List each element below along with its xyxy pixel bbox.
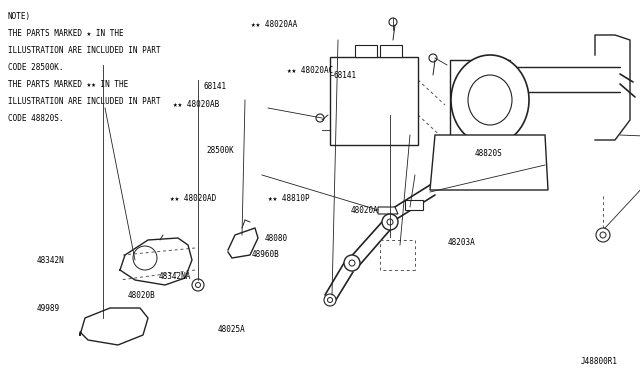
Polygon shape	[378, 207, 398, 214]
Text: 48960B: 48960B	[252, 250, 279, 259]
Text: 28500K: 28500K	[206, 146, 234, 155]
Text: CODE 48820S.: CODE 48820S.	[8, 114, 63, 123]
Text: 48342NA: 48342NA	[159, 272, 191, 281]
Polygon shape	[80, 308, 148, 345]
Bar	[380, 45, 402, 57]
Text: ILLUSTRATION ARE INCLUDED IN PART: ILLUSTRATION ARE INCLUDED IN PART	[8, 97, 161, 106]
Text: 68141: 68141	[333, 71, 356, 80]
Text: THE PARTS MARKED ★ IN THE: THE PARTS MARKED ★ IN THE	[8, 29, 124, 38]
Circle shape	[192, 279, 204, 291]
Bar	[330, 57, 418, 145]
Text: ★★ 48020AA: ★★ 48020AA	[251, 20, 297, 29]
Text: ★★ 48020AB: ★★ 48020AB	[173, 100, 219, 109]
Text: 48342N: 48342N	[36, 256, 64, 265]
Text: ILLUSTRATION ARE INCLUDED IN PART: ILLUSTRATION ARE INCLUDED IN PART	[8, 46, 161, 55]
Bar	[405, 200, 423, 210]
Text: 48820S: 48820S	[475, 149, 502, 158]
Circle shape	[387, 219, 393, 225]
Ellipse shape	[451, 55, 529, 145]
Polygon shape	[430, 135, 548, 190]
Text: 48020B: 48020B	[128, 291, 156, 300]
Circle shape	[195, 282, 200, 288]
Text: 49989: 49989	[36, 304, 60, 313]
Circle shape	[324, 294, 336, 306]
Text: ★★ 48810P: ★★ 48810P	[268, 194, 309, 203]
Bar	[355, 45, 377, 57]
Text: 48025A: 48025A	[218, 325, 245, 334]
Text: 48020A: 48020A	[351, 206, 378, 215]
Ellipse shape	[468, 75, 512, 125]
Circle shape	[328, 298, 333, 302]
Text: 68141: 68141	[204, 82, 227, 91]
Circle shape	[596, 228, 610, 242]
Text: J48800R1: J48800R1	[580, 357, 618, 366]
Text: NOTE): NOTE)	[8, 12, 31, 21]
Polygon shape	[228, 228, 258, 258]
Text: CODE 28500K.: CODE 28500K.	[8, 63, 63, 72]
Text: ★★ 48020AD: ★★ 48020AD	[170, 194, 216, 203]
Text: 48080: 48080	[264, 234, 287, 243]
Circle shape	[382, 214, 398, 230]
Text: ★★ 48020AC: ★★ 48020AC	[287, 66, 333, 75]
Circle shape	[600, 232, 606, 238]
Polygon shape	[120, 238, 192, 285]
Circle shape	[349, 260, 355, 266]
Circle shape	[344, 255, 360, 271]
Text: THE PARTS MARKED ★★ IN THE: THE PARTS MARKED ★★ IN THE	[8, 80, 128, 89]
Text: 48203A: 48203A	[448, 238, 476, 247]
